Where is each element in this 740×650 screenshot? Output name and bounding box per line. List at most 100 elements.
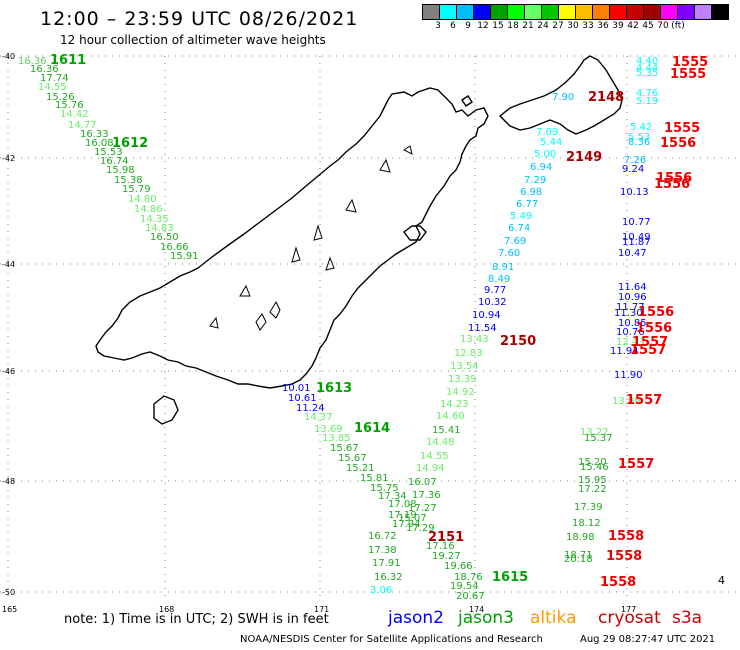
wave-height-label: 13.43 (460, 334, 489, 345)
pass-time-label: 1557 (632, 335, 668, 350)
colorbar-label: 42 (627, 21, 639, 31)
wave-height-label: 5.44 (540, 137, 562, 148)
wave-height-label: 14.55 (38, 82, 67, 93)
wave-height-label: 10.94 (472, 310, 501, 321)
wave-height-label: 15.91 (170, 251, 199, 262)
wave-height-label: 14.23 (440, 399, 469, 410)
wave-height-label: 17.36 (412, 490, 441, 501)
colorbar-label: 36 (597, 21, 609, 31)
wave-height-label: 10.13 (620, 187, 649, 198)
wave-height-labels: 16.3616.3617.7414.5515.2615.7614.4214.77… (18, 56, 658, 602)
pass-time-label: 1558 (600, 575, 636, 590)
wave-height-label: 14.48 (426, 437, 455, 448)
wave-height-label: 18.76 (454, 572, 483, 583)
wave-height-label: 15.21 (346, 463, 375, 474)
wave-height-label: 15.07 (398, 513, 427, 524)
footer-agency: NOAA/NESDIS Center for Satellite Applica… (240, 634, 543, 645)
satellite-jason3: jason3 (458, 608, 514, 628)
pass-time-label: 1556 (636, 321, 672, 336)
wave-height-label: 10.32 (478, 297, 507, 308)
wave-height-label: 5.42 (630, 122, 652, 133)
wave-height-label: 10.61 (288, 393, 317, 404)
colorbar-label: 18 (507, 21, 519, 31)
wave-height-label: 8.49 (488, 274, 510, 285)
wave-height-label: 17.22 (578, 484, 607, 495)
wave-height-label: 17.74 (40, 73, 69, 84)
wave-height-label: 10.76 (616, 327, 645, 338)
wave-height-label: 17.34 (378, 491, 407, 502)
lon-label: 168 (159, 605, 174, 614)
wave-height-label: 7.69 (504, 236, 526, 247)
south-island-outline (95, 87, 489, 389)
wave-height-label: 15.37 (584, 433, 613, 444)
wave-height-label: 8.91 (492, 262, 514, 273)
wave-height-label: 14.55 (420, 451, 449, 462)
wave-height-label: 17.19 (388, 510, 417, 521)
wave-height-label: 15.67 (338, 453, 367, 464)
wave-height-label: 16.36 (18, 56, 47, 67)
wave-height-label: 4.40 (636, 56, 658, 67)
wave-height-label: 17.27 (408, 503, 437, 514)
pass-time-label: 2151 (428, 530, 464, 545)
wave-height-label: 8.36 (628, 137, 650, 148)
pass-time-label: 1555 (664, 121, 700, 136)
note-text: note: 1) Time is in UTC; 2) SWH is in fe… (64, 612, 329, 627)
wave-height-label: 14.92 (446, 387, 475, 398)
page-title: 12:00 – 23:59 UTC 08/26/2021 (40, 8, 359, 30)
wave-height-label: 16.74 (100, 156, 129, 167)
pass-time-label: 1555 (670, 67, 706, 82)
wave-height-label: 7.90 (552, 92, 574, 103)
colorbar-label: 3 (435, 21, 441, 31)
wave-height-label: 7.09 (536, 127, 558, 138)
lat-lon-grid: -40 -42 -44 -46 -48 -50 165 168 171 174 177 (0, 52, 740, 614)
wave-height-label: 15.67 (330, 443, 359, 454)
colorbar-label: 45 (642, 21, 654, 31)
wave-height-label: 4.44 (636, 63, 658, 74)
d-urville-island (461, 95, 473, 107)
pass-time-label: 1557 (630, 343, 666, 358)
wave-height-label: 15.95 (578, 475, 607, 486)
wave-height-label: 20.18 (564, 554, 593, 565)
pass-time-label: 2149 (566, 150, 602, 165)
wave-height-label: 7.60 (498, 248, 520, 259)
wave-height-label: 3.06 (370, 585, 392, 596)
wave-height-label: 11.54 (468, 323, 497, 334)
wave-height-label: 12.83 (454, 348, 483, 359)
pass-time-label: 1558 (608, 529, 644, 544)
pass-time-label: 1556 (654, 177, 690, 192)
wave-height-label: 15.79 (122, 184, 151, 195)
wave-height-label: 10.85 (618, 318, 647, 329)
lon-label: 174 (469, 605, 484, 614)
pass-time-label: 1613 (316, 381, 352, 396)
wave-height-label: 7.29 (524, 175, 546, 186)
wave-height-label: 15.75 (370, 483, 399, 494)
wave-height-label: 11.64 (618, 282, 647, 293)
wave-height-label: 16.07 (408, 477, 437, 488)
wave-height-label: 14.80 (128, 194, 157, 205)
wave-height-label: 9.77 (484, 285, 506, 296)
colorbar-label: 27 (552, 21, 564, 31)
wave-height-label: 17.38 (368, 545, 397, 556)
wave-height-label: 15.76 (55, 100, 84, 111)
lat-label: -40 (2, 52, 15, 61)
lon-label: 165 (2, 605, 17, 614)
wave-height-label: 9.24 (622, 164, 644, 175)
wave-height-label: 17.91 (372, 558, 401, 569)
banks-peninsula (403, 225, 427, 241)
colorbar-swatch (711, 4, 729, 20)
wave-height-label: 13.69 (314, 424, 343, 435)
satellite-cryosat: cryosat (598, 608, 661, 628)
wave-height-label: 13.99 (612, 396, 641, 407)
wave-height-label: 12.43 (616, 337, 645, 348)
pass-time-label: 2148 (588, 90, 624, 105)
wave-height-label: 11.90 (614, 370, 643, 381)
satellite-altika: altika (530, 608, 577, 628)
wave-height-label: 15.41 (432, 425, 461, 436)
wave-height-label: 10.47 (618, 248, 647, 259)
wave-height-label: 5.00 (534, 149, 556, 160)
lat-label: -46 (2, 367, 15, 376)
pass-time-label: 1557 (626, 393, 662, 408)
pass-time-labels: 1611 1612 2148 2149 2150 1613 1614 2151 1615 1555… (50, 53, 708, 590)
colorbar-label: 15 (492, 21, 504, 31)
